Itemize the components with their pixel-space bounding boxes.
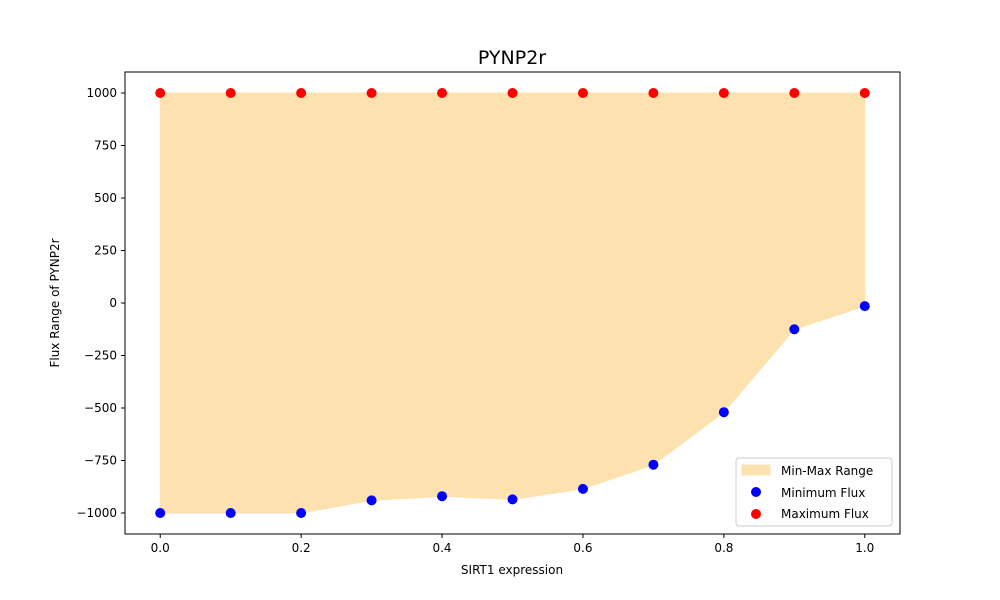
min-flux-point [859, 301, 870, 312]
x-axis-label: SIRT1 expression [461, 563, 563, 577]
y-tick-label: −1000 [76, 506, 117, 520]
legend-box [735, 457, 893, 527]
max-flux-point [507, 88, 518, 98]
chart-title: PYNP2r [478, 47, 546, 69]
legend-marker-max [751, 509, 761, 519]
x-tick-label: 0.0 [151, 541, 170, 555]
max-flux-point [718, 88, 729, 98]
max-flux-point [859, 88, 870, 98]
min-max-range-fill [159, 92, 866, 514]
min-flux-point [155, 508, 166, 518]
y-tick-label: 500 [94, 191, 117, 205]
y-tick-label: 0 [109, 296, 117, 310]
min-flux-point [789, 324, 800, 335]
legend-marker-min [751, 487, 761, 497]
y-tick-label: 750 [94, 139, 117, 153]
y-tick-label: −750 [84, 454, 117, 468]
plot-area [155, 88, 870, 518]
legend-swatch-range [741, 464, 771, 476]
max-flux-point [366, 88, 377, 98]
legend-label-range: Min-Max Range [781, 464, 873, 478]
max-flux-point [789, 88, 800, 98]
legend-label-min: Minimum Flux [781, 486, 865, 500]
y-tick-label: −500 [84, 401, 117, 415]
x-tick-label: 0.8 [714, 541, 733, 555]
min-flux-point [296, 508, 307, 518]
min-flux-point [225, 508, 236, 518]
y-tick-label: 250 [94, 244, 117, 258]
max-flux-point [225, 88, 236, 98]
max-flux-point [437, 88, 448, 98]
y-tick-label: 1000 [86, 86, 117, 100]
max-flux-point [577, 88, 588, 98]
max-flux-point [648, 88, 659, 98]
max-flux-point [296, 88, 307, 98]
x-tick-label: 0.6 [573, 541, 592, 555]
min-flux-point [648, 459, 659, 470]
min-flux-point [437, 491, 448, 502]
x-tick-label: 0.2 [292, 541, 311, 555]
min-flux-point [507, 494, 518, 505]
min-flux-point [718, 407, 729, 418]
legend-label-max: Maximum Flux [781, 507, 869, 521]
legend: Min-Max Range Minimum Flux Maximum Flux [735, 457, 893, 527]
min-flux-point [366, 495, 377, 506]
y-axis-label: Flux Range of PYNP2r [48, 238, 62, 367]
max-flux-point [155, 88, 166, 98]
x-tick-label: 0.4 [432, 541, 451, 555]
min-flux-point [577, 483, 588, 494]
y-tick-label: −250 [84, 349, 117, 363]
x-tick-label: 1.0 [855, 541, 874, 555]
